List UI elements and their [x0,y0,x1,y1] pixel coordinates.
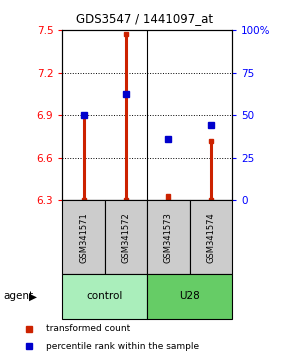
Text: GSM341574: GSM341574 [206,212,215,263]
Bar [62,200,105,274]
Text: agent: agent [3,291,33,302]
Bar [147,274,232,319]
Text: GSM341571: GSM341571 [79,212,88,263]
Bar [190,200,232,274]
Text: percentile rank within the sample: percentile rank within the sample [46,342,200,351]
Text: transformed count: transformed count [46,324,131,333]
Bar [105,200,147,274]
Text: U28: U28 [179,291,200,302]
Bar [147,200,190,274]
Text: ▶: ▶ [29,291,37,302]
Text: GSM341572: GSM341572 [122,212,130,263]
Text: GSM341573: GSM341573 [164,212,173,263]
Bar [62,274,147,319]
Text: control: control [87,291,123,302]
Text: GDS3547 / 1441097_at: GDS3547 / 1441097_at [77,12,213,25]
